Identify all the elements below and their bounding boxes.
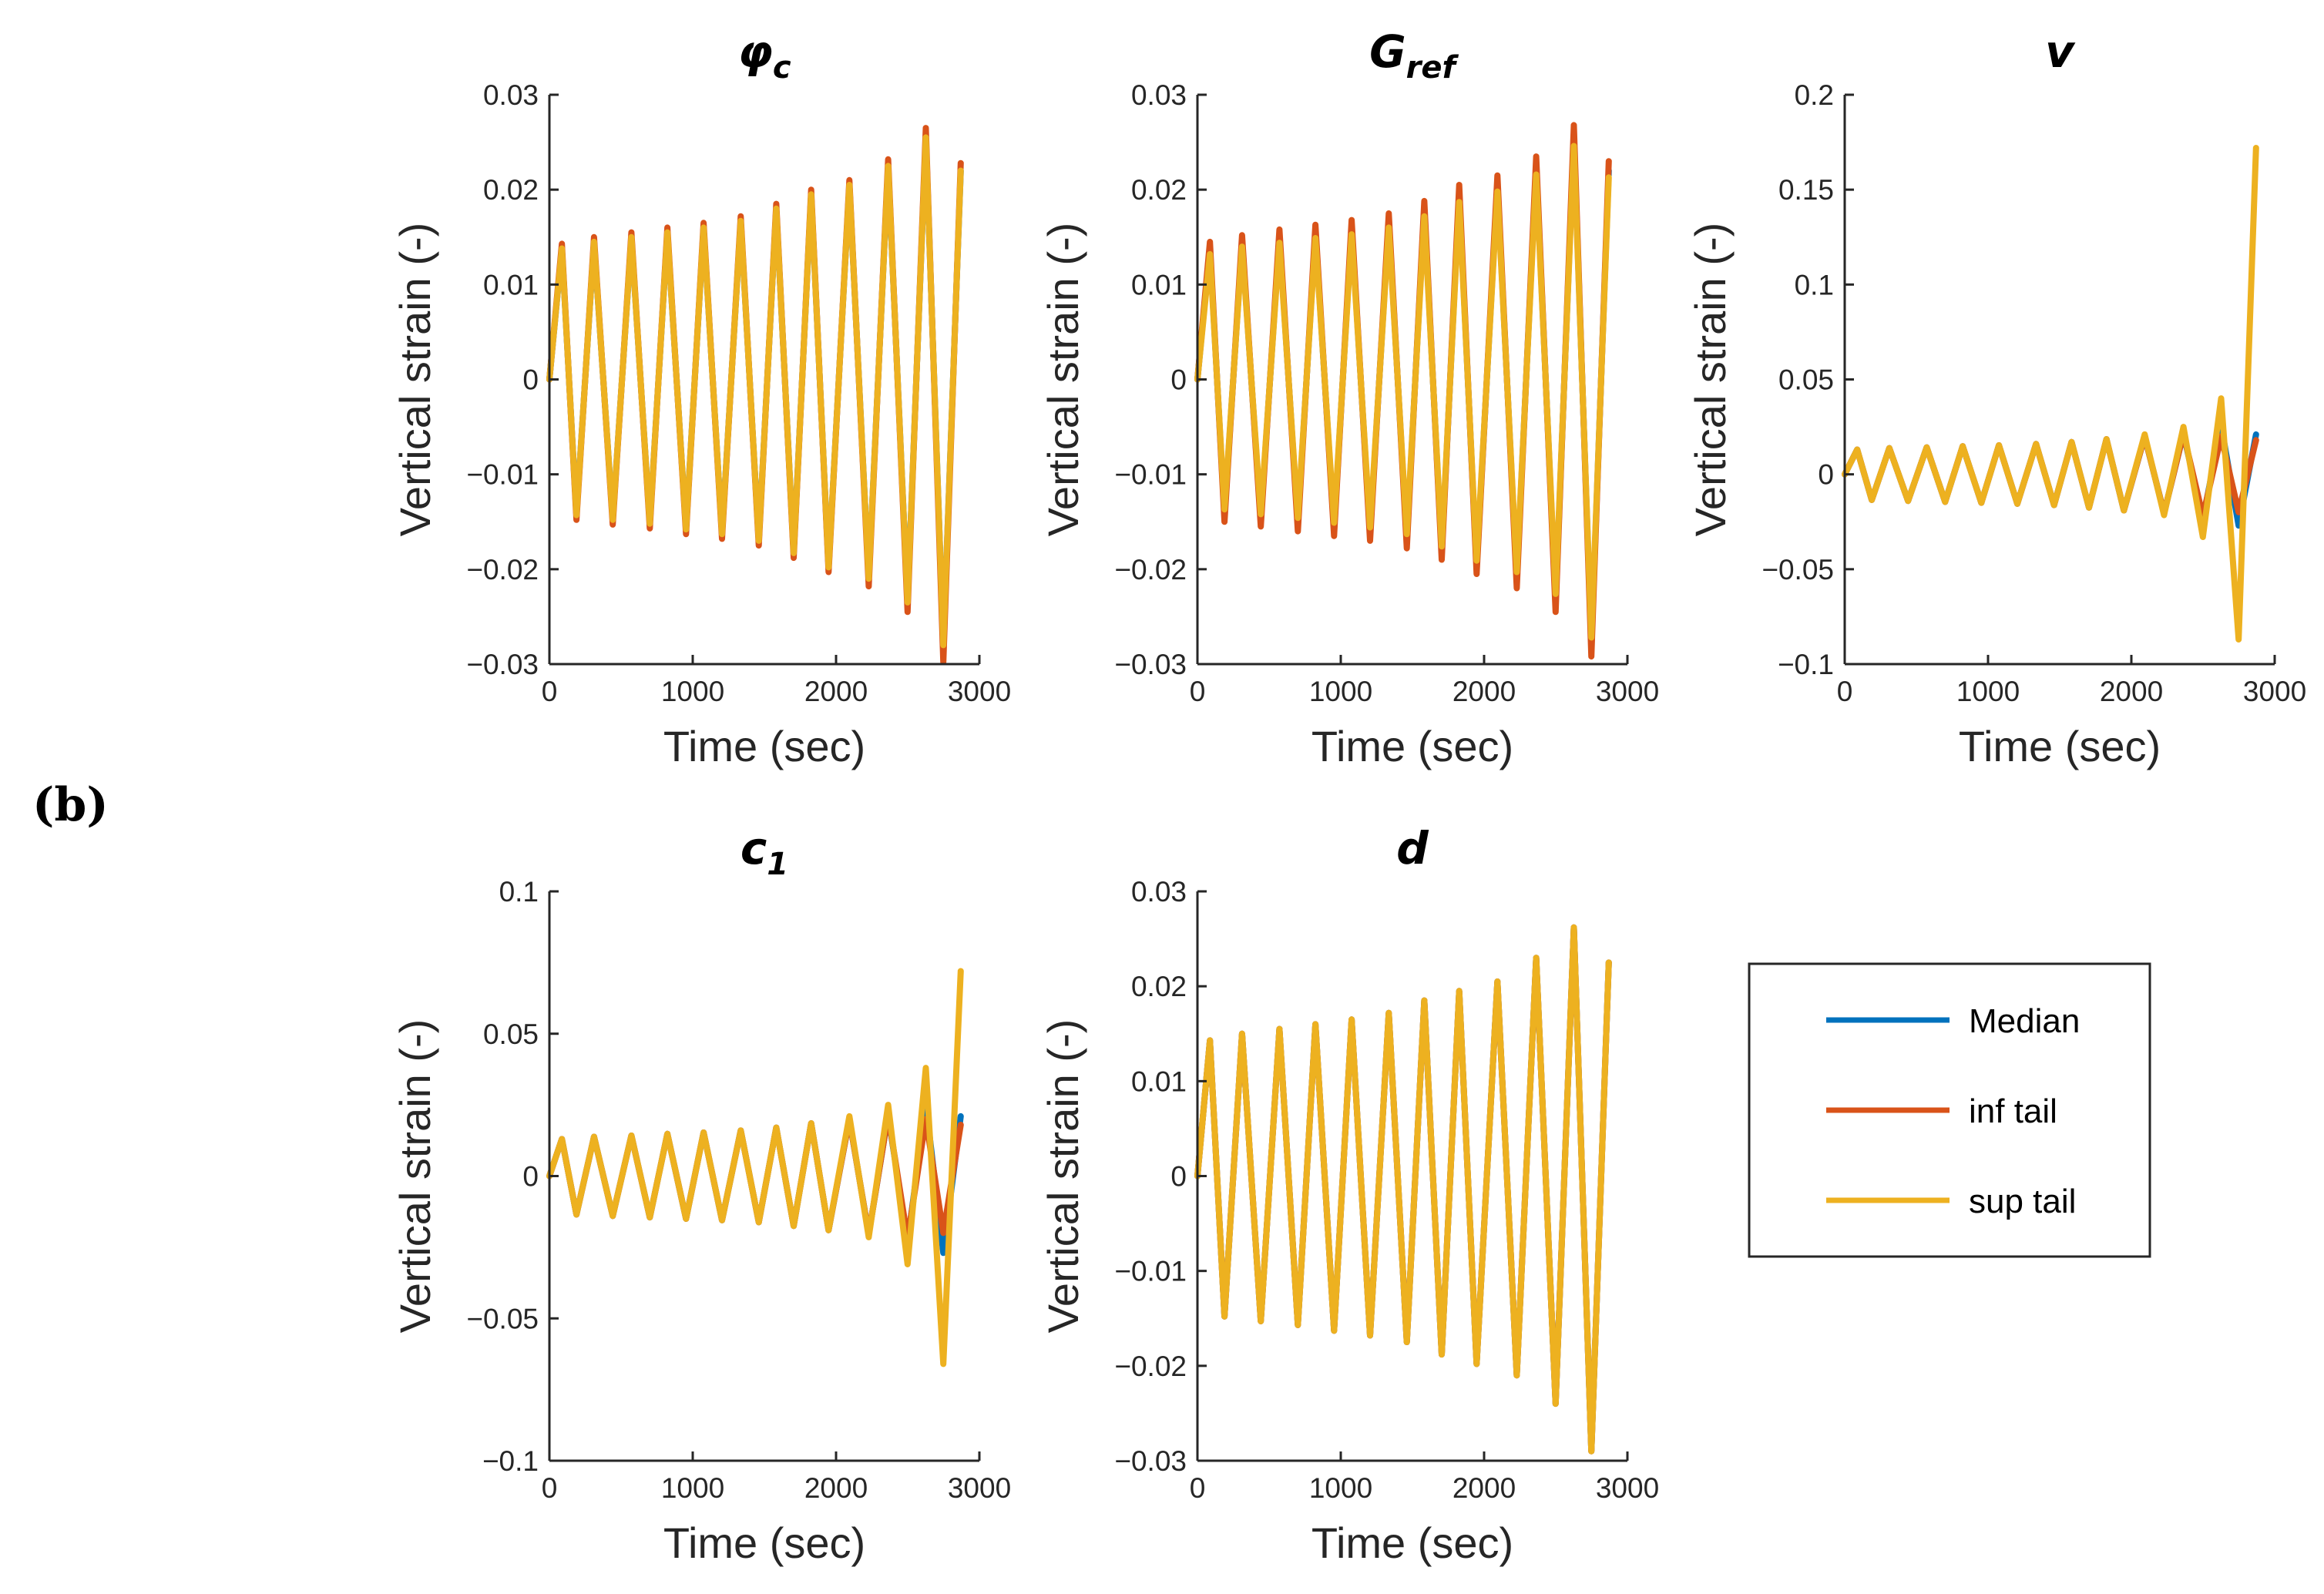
y-tick-label: 0.01 bbox=[1131, 269, 1187, 300]
chart-title-main: d bbox=[1396, 822, 1429, 874]
x-tick-label: 3000 bbox=[1596, 676, 1659, 707]
y-tick-label: 0.02 bbox=[1131, 971, 1187, 1002]
legend-label-sup-tail: sup tail bbox=[1969, 1183, 2076, 1220]
y-tick-label: −0.02 bbox=[1114, 554, 1187, 586]
y-axis-label: Vertical strain (-) bbox=[1039, 223, 1087, 537]
x-axis-label: Time (sec) bbox=[1311, 722, 1513, 770]
y-tick-label: −0.05 bbox=[1761, 554, 1834, 586]
y-tick-label: 0.15 bbox=[1778, 174, 1834, 206]
y-tick-label: −0.03 bbox=[1114, 649, 1187, 680]
y-tick-label: −0.03 bbox=[1114, 1445, 1187, 1477]
chart-title-sub: ref bbox=[1406, 50, 1459, 86]
x-tick-label: 2000 bbox=[1452, 676, 1516, 707]
y-tick-label: 0.02 bbox=[1131, 174, 1187, 206]
x-tick-label: 0 bbox=[1190, 676, 1206, 707]
y-tick-label: −0.02 bbox=[1114, 1351, 1187, 1382]
x-tick-label: 1000 bbox=[1309, 676, 1372, 707]
y-tick-label: 0.03 bbox=[1131, 79, 1187, 111]
x-tick-label: 3000 bbox=[1596, 1472, 1659, 1504]
y-tick-label: 0.1 bbox=[1795, 269, 1834, 300]
y-tick-label: 0.2 bbox=[1795, 79, 1834, 111]
chart-title-sub: c bbox=[773, 50, 791, 86]
chart-phi_c: −0.03 −0.02 −0.01 0 0.01 0.02 0.03 0 1000 2000 300… bbox=[391, 25, 1011, 770]
y-tick-label: 0 bbox=[1170, 1161, 1187, 1193]
chart-title: Gref bbox=[1369, 25, 1459, 86]
chart-nu: −0.1 −0.05 0 0.05 0.1 0.15 0.2 0 1000 2000 3000 Tim… bbox=[1686, 25, 2306, 770]
legend-label-median: Median bbox=[1969, 1002, 2080, 1040]
series-line-sup bbox=[1194, 143, 1612, 641]
chart-title-main: G bbox=[1369, 25, 1406, 78]
y-tick-label: −0.01 bbox=[466, 459, 539, 491]
y-tick-label: 0.02 bbox=[483, 174, 539, 206]
x-tick-label: 3000 bbox=[948, 676, 1011, 707]
x-axis-label: Time (sec) bbox=[663, 722, 865, 770]
x-tick-label: 2000 bbox=[804, 1472, 868, 1504]
y-tick-label: 0.03 bbox=[483, 79, 539, 111]
y-tick-label: −0.01 bbox=[1114, 459, 1187, 491]
chart-title: c1 bbox=[741, 822, 788, 882]
x-axis-label: Time (sec) bbox=[1311, 1518, 1513, 1567]
y-tick-label: 0.05 bbox=[483, 1018, 539, 1050]
x-tick-label: 0 bbox=[542, 1472, 558, 1504]
series-line-sup bbox=[1842, 145, 2259, 643]
legend: Median inf tail sup tail bbox=[1748, 962, 2151, 1258]
x-axis-label: Time (sec) bbox=[1959, 722, 2161, 770]
x-tick-label: 1000 bbox=[661, 1472, 724, 1504]
chart-title: d bbox=[1396, 822, 1429, 874]
y-tick-label: 0 bbox=[522, 364, 539, 396]
series-line-sup bbox=[1194, 924, 1612, 1455]
chart-title-main: φ bbox=[737, 25, 772, 78]
series-line-sup bbox=[546, 134, 964, 649]
y-tick-label: −0.01 bbox=[1114, 1256, 1187, 1287]
chart-title: v bbox=[2045, 25, 2076, 78]
y-tick-label: −0.03 bbox=[466, 649, 539, 680]
x-tick-label: 2000 bbox=[2100, 676, 2163, 707]
legend-label-inf-tail: inf tail bbox=[1969, 1092, 2057, 1130]
y-tick-label: −0.1 bbox=[482, 1445, 539, 1477]
y-axis-label: Vertical strain (-) bbox=[1686, 223, 1735, 537]
x-tick-label: 0 bbox=[1190, 1472, 1206, 1504]
y-tick-label: 0 bbox=[522, 1161, 539, 1193]
y-tick-label: 0.05 bbox=[1778, 364, 1834, 396]
x-tick-label: 1000 bbox=[1956, 676, 2020, 707]
panel-label: (b) bbox=[32, 778, 109, 832]
y-tick-label: 0 bbox=[1818, 459, 1834, 491]
x-tick-label: 1000 bbox=[1309, 1472, 1372, 1504]
chart-d: −0.03 −0.02 −0.01 0 0.01 0.02 0.03 0 1000 2000 300… bbox=[1039, 822, 1659, 1567]
series-line-sup bbox=[546, 968, 964, 1367]
y-tick-label: 0.01 bbox=[1131, 1065, 1187, 1097]
chart-title-main: v bbox=[2045, 25, 2076, 78]
y-tick-label: 0.03 bbox=[1131, 876, 1187, 908]
chart-title-sub: 1 bbox=[767, 847, 788, 882]
y-axis-label: Vertical strain (-) bbox=[391, 1019, 439, 1334]
y-tick-label: −0.02 bbox=[466, 554, 539, 586]
x-tick-label: 2000 bbox=[804, 676, 868, 707]
chart-title: φc bbox=[737, 25, 791, 86]
x-tick-label: 0 bbox=[1837, 676, 1853, 707]
x-tick-label: 3000 bbox=[948, 1472, 1011, 1504]
y-axis-label: Vertical strain (-) bbox=[391, 223, 439, 537]
y-tick-label: −0.05 bbox=[466, 1303, 539, 1334]
x-tick-label: 0 bbox=[542, 676, 558, 707]
y-tick-label: 0.01 bbox=[483, 269, 539, 300]
y-tick-label: −0.1 bbox=[1778, 649, 1834, 680]
y-tick-label: 0.1 bbox=[499, 876, 539, 908]
y-axis-label: Vertical strain (-) bbox=[1039, 1019, 1087, 1334]
x-tick-label: 2000 bbox=[1452, 1472, 1516, 1504]
x-tick-label: 3000 bbox=[2243, 676, 2306, 707]
chart-G_ref: −0.03 −0.02 −0.01 0 0.01 0.02 0.03 0 1000 2000 300… bbox=[1039, 25, 1659, 770]
chart-title-main: c bbox=[741, 822, 767, 874]
y-tick-label: 0 bbox=[1170, 364, 1187, 396]
x-tick-label: 1000 bbox=[661, 676, 724, 707]
chart-c1: −0.1 −0.05 0 0.05 0.1 0 1000 2000 3000 Time (sec)… bbox=[391, 822, 1011, 1567]
x-axis-label: Time (sec) bbox=[663, 1518, 865, 1567]
